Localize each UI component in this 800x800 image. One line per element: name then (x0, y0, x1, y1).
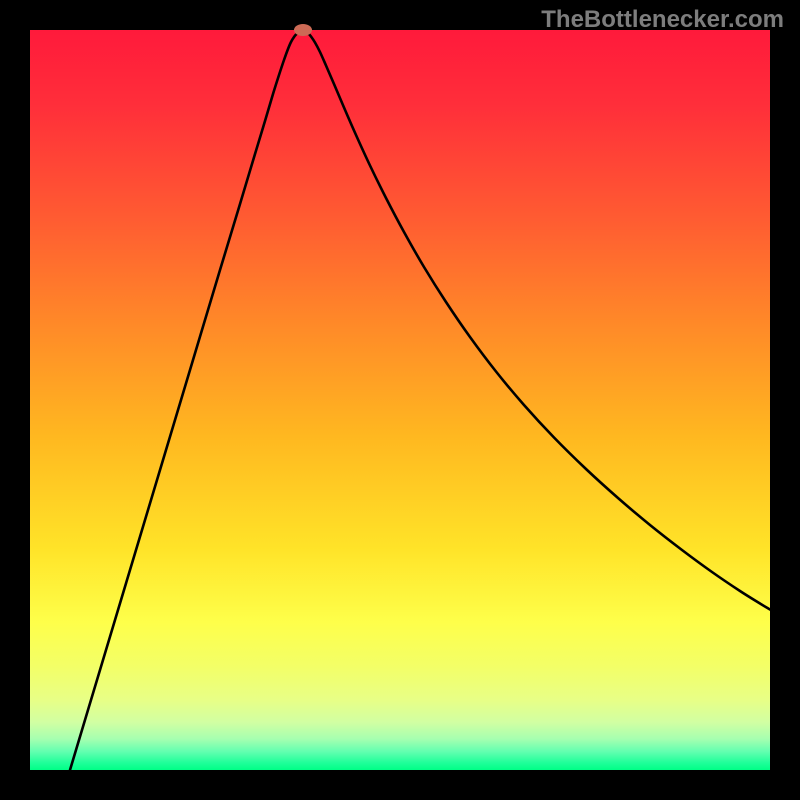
chart-svg (0, 0, 800, 800)
watermark-text: TheBottlenecker.com (541, 6, 784, 34)
chart-container: TheBottlenecker.com (0, 0, 800, 800)
optimal-point-marker (294, 24, 312, 36)
plot-background (30, 30, 770, 770)
